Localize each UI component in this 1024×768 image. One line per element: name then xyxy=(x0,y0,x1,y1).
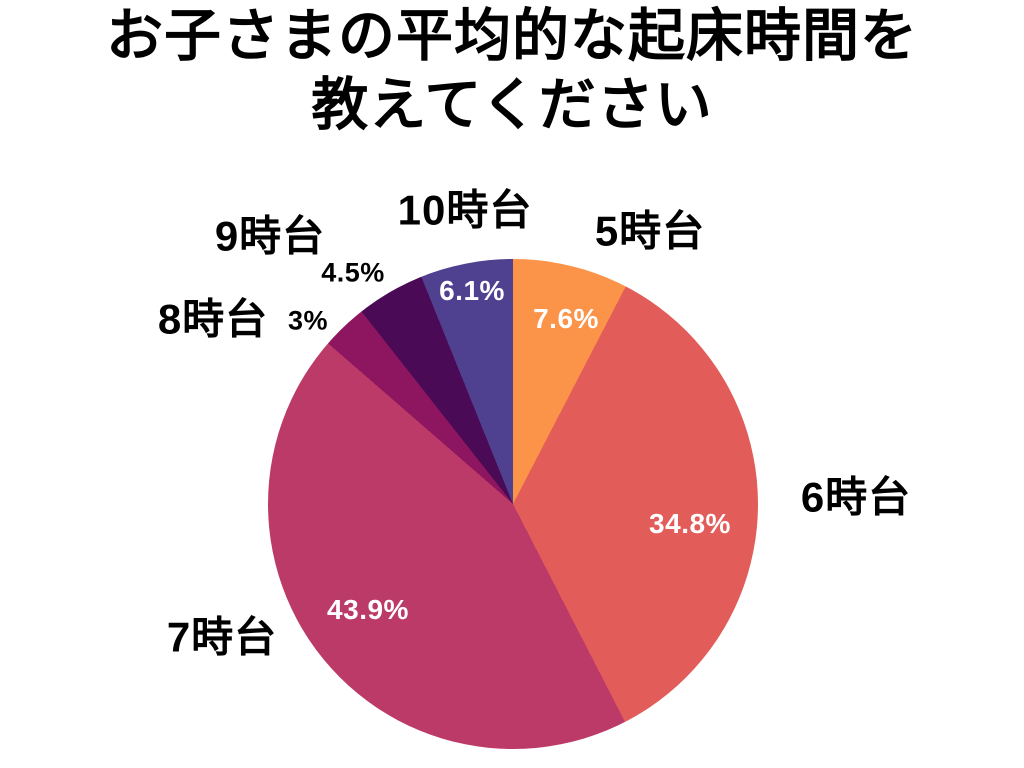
chart-title-line-2: 教えてください xyxy=(311,73,713,137)
slice-label-10ji: 10時台 xyxy=(397,186,533,234)
slice-pct-8ji: 3% xyxy=(287,305,329,336)
slice-pct-10ji: 6.1% xyxy=(439,275,505,306)
chart-title-line-1: お子さまの平均的な起床時間を xyxy=(106,4,918,68)
slice-label-5ji: 5時台 xyxy=(594,207,706,255)
slice-pct-7ji: 43.9% xyxy=(327,594,409,625)
pie-chart xyxy=(268,259,758,749)
slice-pct-6ji: 34.8% xyxy=(649,508,731,539)
slice-pct-9ji: 4.5% xyxy=(321,257,385,288)
slice-pct-5ji: 7.6% xyxy=(533,303,599,334)
slice-label-6ji: 6時台 xyxy=(800,473,912,521)
slice-label-7ji: 7時台 xyxy=(166,613,278,661)
slice-label-9ji: 9時台 xyxy=(214,212,326,260)
chart-title: お子さまの平均的な起床時間を 教えてください xyxy=(0,2,1024,140)
slice-label-8ji: 8時台 xyxy=(157,295,269,343)
